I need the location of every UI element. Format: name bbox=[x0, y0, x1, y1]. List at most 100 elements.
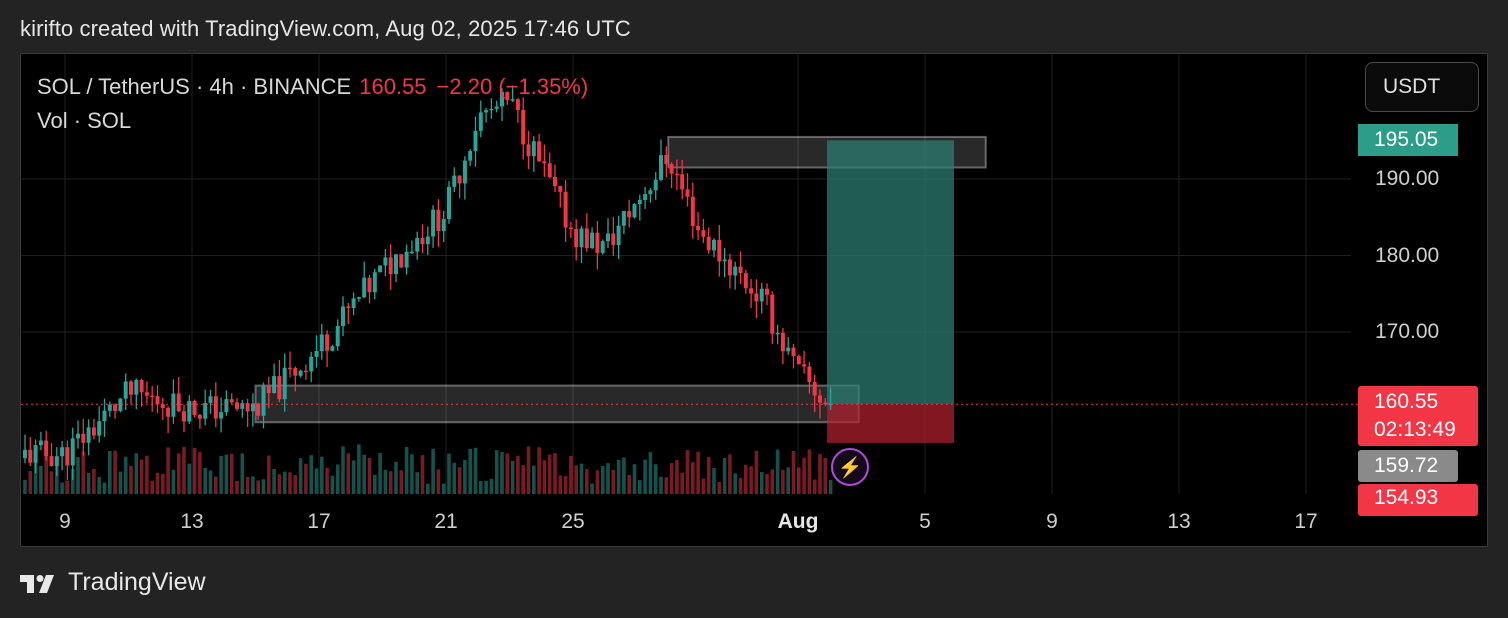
candle-body bbox=[250, 403, 255, 412]
volume-bar bbox=[420, 455, 425, 494]
candle-body bbox=[86, 427, 91, 443]
candle-body bbox=[537, 141, 542, 162]
candle-body bbox=[256, 403, 261, 416]
volume-bar bbox=[44, 451, 48, 494]
candle-body bbox=[600, 241, 605, 253]
volume-bar bbox=[595, 470, 600, 494]
volume-bar bbox=[320, 456, 324, 494]
volume-bar bbox=[49, 471, 54, 494]
volume-legend[interactable]: Vol · SOL bbox=[37, 108, 132, 133]
candle-body bbox=[309, 356, 314, 372]
candle-body bbox=[76, 433, 80, 439]
candle-body bbox=[457, 175, 462, 184]
volume-bar bbox=[489, 478, 494, 494]
candle-body bbox=[590, 232, 595, 249]
volume-bar bbox=[139, 459, 144, 494]
volume-bar bbox=[410, 454, 414, 494]
candle-body bbox=[510, 99, 515, 101]
candle-body bbox=[118, 398, 123, 411]
volume-bar bbox=[309, 455, 313, 494]
candle-body bbox=[346, 306, 351, 309]
volume-bar bbox=[256, 480, 260, 494]
candle-body bbox=[563, 191, 568, 228]
volume-bar bbox=[357, 444, 361, 494]
candle-body bbox=[452, 175, 457, 187]
price-chart[interactable] bbox=[21, 54, 1488, 547]
candle-body bbox=[219, 412, 224, 419]
volume-bar bbox=[558, 475, 563, 494]
volume-bar bbox=[28, 470, 33, 494]
candle-body bbox=[547, 163, 552, 178]
candle-body bbox=[107, 404, 112, 411]
volume-bar bbox=[192, 447, 197, 494]
symbol-legend[interactable]: SOL / TetherUS · 4h · BINANCE 160.55 −2.20… bbox=[37, 74, 588, 100]
volume-bar bbox=[346, 453, 351, 494]
volume-bar bbox=[807, 449, 812, 494]
current-price-value: 160.55 bbox=[1374, 390, 1439, 413]
candle-body bbox=[791, 347, 796, 357]
currency-button[interactable]: USDT bbox=[1365, 62, 1479, 112]
volume-bar bbox=[553, 453, 557, 494]
candle-body bbox=[500, 92, 504, 107]
volume-bar bbox=[457, 467, 462, 494]
candle-body bbox=[240, 403, 245, 409]
candle-body bbox=[627, 211, 632, 218]
candle-body bbox=[44, 440, 49, 457]
volume-bar bbox=[261, 479, 266, 494]
volume-bar bbox=[404, 446, 409, 494]
volume-bar bbox=[452, 462, 457, 494]
footer-brand[interactable]: TradingView bbox=[20, 568, 206, 597]
candle-body bbox=[38, 440, 43, 446]
volume-bar bbox=[351, 460, 356, 494]
volume-bar bbox=[606, 463, 610, 494]
candle-body bbox=[49, 456, 54, 467]
candle-body bbox=[706, 236, 711, 251]
volume-bar bbox=[229, 453, 234, 494]
volume-bar bbox=[685, 450, 690, 494]
y-tick-190: 190.00 bbox=[1375, 167, 1440, 190]
candle-body bbox=[484, 110, 489, 113]
candle-body bbox=[325, 334, 330, 351]
candle-body bbox=[489, 108, 494, 111]
volume-bar bbox=[484, 480, 488, 494]
volume-bar bbox=[426, 483, 430, 494]
candle-body bbox=[568, 227, 573, 230]
volume-bar bbox=[765, 474, 769, 494]
candle-body bbox=[203, 402, 208, 419]
candle-body bbox=[261, 386, 266, 416]
volume-bar bbox=[479, 480, 483, 494]
volume-bar bbox=[680, 472, 684, 494]
volume-bar bbox=[579, 463, 584, 494]
volume-bar bbox=[828, 479, 833, 494]
volume-bar bbox=[759, 471, 764, 494]
volume-bar bbox=[293, 475, 298, 494]
candle-body bbox=[796, 356, 801, 365]
candle-body bbox=[399, 254, 404, 268]
volume-bar bbox=[627, 475, 631, 494]
chart-panel[interactable]: SOL / TetherUS · 4h · BINANCE 160.55 −2.20… bbox=[20, 53, 1488, 547]
volume-bar bbox=[166, 447, 170, 494]
candle-body bbox=[388, 257, 393, 275]
candle-body bbox=[669, 164, 674, 174]
lightning-icon[interactable]: ⚡ bbox=[831, 448, 869, 486]
candle-body bbox=[409, 251, 414, 254]
volume-bar bbox=[802, 457, 806, 494]
symbol-label[interactable]: SOL / TetherUS · 4h · BINANCE bbox=[37, 74, 352, 99]
volume-bar bbox=[505, 453, 510, 494]
volume-bar bbox=[701, 478, 706, 494]
volume-bar bbox=[277, 474, 282, 494]
volume-bar bbox=[33, 450, 38, 494]
candle-body bbox=[155, 396, 160, 405]
volume-bar bbox=[823, 458, 828, 494]
candle-body bbox=[314, 351, 319, 357]
price-change: −2.20 (−1.35%) bbox=[436, 74, 589, 99]
candle-body bbox=[139, 380, 144, 393]
volume-bar bbox=[653, 464, 658, 494]
candle-body bbox=[478, 112, 483, 131]
volume-bar bbox=[664, 477, 669, 494]
volume-bar bbox=[86, 472, 91, 494]
position-profit-zone bbox=[827, 140, 954, 405]
candle-body bbox=[65, 447, 70, 466]
candle-body bbox=[807, 366, 812, 383]
volume-bar bbox=[245, 476, 250, 494]
